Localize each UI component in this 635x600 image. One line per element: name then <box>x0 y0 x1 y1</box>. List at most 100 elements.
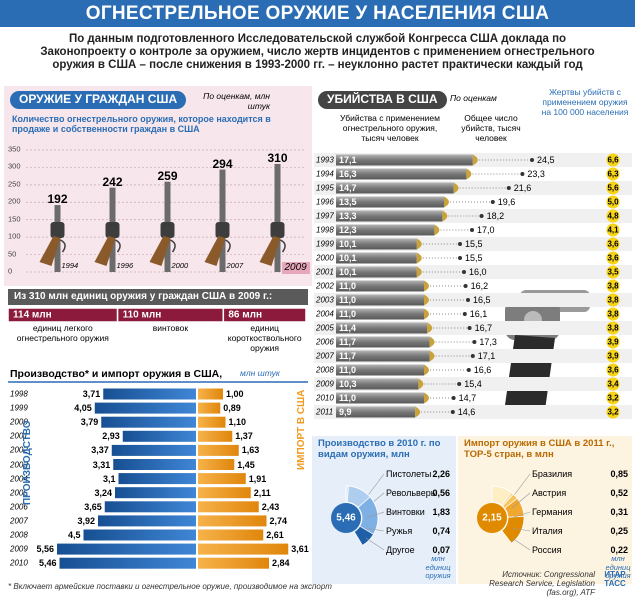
page-title: ОГНЕСТРЕЛЬНОЕ ОРУЖИЕ У НАСЕЛЕНИЯ США <box>0 0 635 27</box>
value-label: 2,11 <box>253 487 271 498</box>
y-tick-label: 200 <box>8 196 21 206</box>
value-label: 3,65 <box>84 501 102 512</box>
panel-title: ОРУЖИЕ У ГРАЖДАН США <box>10 91 187 109</box>
y-tick-label: 1998 <box>316 225 334 235</box>
value-label: 16,0 <box>469 266 487 277</box>
rate-circle <box>606 377 620 391</box>
panel-title: Из 310 млн единиц оружия у граждан США в… <box>8 289 308 305</box>
y-tick-label: 2008 <box>316 365 334 375</box>
bar-production <box>98 515 196 527</box>
value-label: 3,9 <box>607 351 619 361</box>
y-tick-label: 2000 <box>316 253 334 263</box>
gun-trigger <box>225 239 231 253</box>
value-label: 17,1 <box>339 154 357 165</box>
leader-line <box>511 473 531 499</box>
rate-circle <box>606 321 620 335</box>
value-label: 10,1 <box>339 266 357 277</box>
value-label: 0,89 <box>223 402 241 413</box>
gun-cylinder <box>50 222 65 238</box>
value-label: 0,74 <box>432 525 450 536</box>
value-label: 6,3 <box>607 169 619 179</box>
legend-label: ПРОИЗВОДСТВО <box>22 420 33 505</box>
bar-production <box>122 430 196 442</box>
value-label: 9,9 <box>339 406 352 417</box>
value-label: 15,5 <box>465 252 483 263</box>
y-tick-label: 50 <box>8 249 17 259</box>
leader-line <box>511 492 531 509</box>
value-label: 3,92 <box>77 515 95 526</box>
revolver-grip <box>505 335 555 410</box>
rate-circle <box>606 209 620 223</box>
value-label: 11,4 <box>339 322 357 333</box>
value-label: 3,24 <box>94 487 112 498</box>
total-dot <box>470 228 474 232</box>
value-label: 2,43 <box>261 501 280 512</box>
gun-trigger <box>170 239 176 253</box>
value-label: 3,71 <box>82 388 101 399</box>
value-label: 0,56 <box>432 487 450 498</box>
leader-line <box>365 537 385 551</box>
value-label: 18,2 <box>486 210 505 221</box>
bullet-bar <box>336 182 454 194</box>
segment-label: единиц короткоствольного оружия <box>227 323 302 353</box>
category-label: Италия <box>532 525 563 536</box>
y-tick-label: 1999 <box>10 403 28 413</box>
value-label: 2,93 <box>102 431 120 442</box>
category-label: Бразилия <box>532 468 573 479</box>
value-label: 192 <box>47 192 68 207</box>
bullet-bar <box>336 322 428 334</box>
value-label: 6,6 <box>607 155 619 165</box>
rate-circle <box>606 265 620 279</box>
value-label: 3,8 <box>607 323 619 333</box>
bullet-bar <box>336 238 417 250</box>
bullet-tip <box>442 210 448 222</box>
chart-title: Производство* и импорт оружия в США, <box>10 368 223 380</box>
rate-circle <box>606 223 620 237</box>
value-label: 110 млн <box>122 309 162 321</box>
y-tick-label: 2000 <box>10 417 28 427</box>
y-tick-label: 1994 <box>316 169 334 179</box>
y-tick-label: 2009 <box>10 544 28 554</box>
value-label: 242 <box>102 174 123 189</box>
bullet-bar <box>336 378 419 390</box>
bullet-tip <box>434 224 440 236</box>
bar-import <box>198 416 226 428</box>
value-label: 3,6 <box>607 239 619 249</box>
bar-import <box>198 444 239 456</box>
value-label: 4,8 <box>607 211 619 221</box>
rate-circle <box>606 167 620 181</box>
panel-note: По оценкам <box>450 93 497 103</box>
gun-grip <box>94 236 116 266</box>
value-label: 11,0 <box>339 308 357 319</box>
y-tick-label: 2003 <box>316 295 334 305</box>
x-tick-label: 1996 <box>116 261 134 270</box>
value-label: 1,91 <box>248 473 267 484</box>
rate-circle <box>606 279 620 293</box>
value-label: 0,52 <box>610 487 628 498</box>
bar <box>274 163 281 272</box>
total-dot <box>472 340 477 344</box>
value-label: 1,00 <box>226 388 244 399</box>
bullet-bar <box>336 392 424 404</box>
value-label: 1,83 <box>432 506 450 517</box>
value-label: 17,0 <box>477 224 495 235</box>
y-tick-label: 2010 <box>316 393 334 403</box>
donut-slice <box>345 485 371 509</box>
bar-import <box>198 402 221 414</box>
intro-text: По данным подготовленного Исследовательс… <box>40 33 595 72</box>
bullet-bar <box>336 280 424 292</box>
value-label: 3,9 <box>607 337 619 347</box>
bar-import <box>198 501 259 513</box>
legend-label: ИМПОРТ В США <box>296 389 307 470</box>
bar <box>219 169 226 272</box>
bar-production <box>118 473 196 485</box>
total-dot <box>470 354 475 358</box>
category-label: Россия <box>532 544 562 555</box>
leader-line <box>511 527 531 532</box>
x-tick-label: 2000 <box>171 261 189 270</box>
value-label: 4,05 <box>74 402 92 413</box>
total-circle <box>331 503 361 533</box>
value-label: 16,3 <box>339 168 357 179</box>
chart-title: Производство в 2010 г. по видам оружия, … <box>318 438 441 460</box>
value-label: 23,3 <box>527 168 545 179</box>
